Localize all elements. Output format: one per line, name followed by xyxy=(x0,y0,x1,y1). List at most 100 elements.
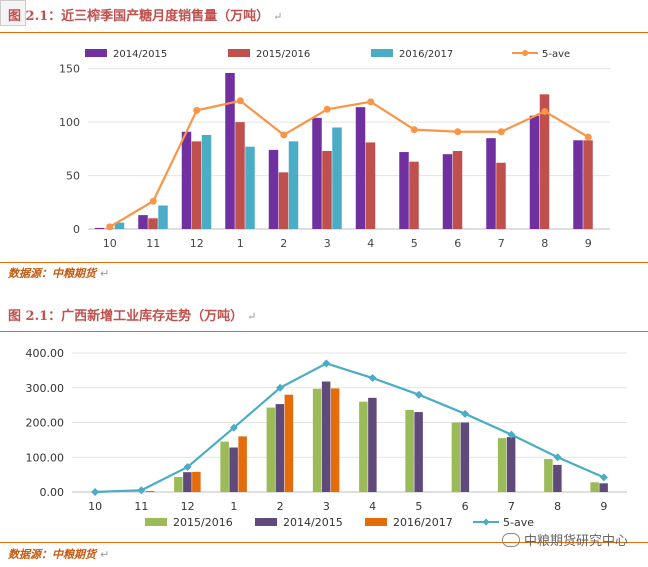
chart1-xtick-label: 10 xyxy=(103,237,117,250)
chart2-ytick-label: 200.00 xyxy=(26,417,65,430)
chart2-point-5-ave xyxy=(414,390,423,399)
chart2-line-5-ave xyxy=(95,362,605,494)
chart2-ytick-label: 0.00 xyxy=(40,486,65,499)
chart2-bar-2015-2016 xyxy=(359,401,368,492)
chart1-legend-swatch xyxy=(371,49,393,57)
chart1-point-5-ave xyxy=(323,105,331,113)
watermark: 中粮期货研究中心 xyxy=(501,530,628,549)
chart1-legend-label: 2015/2016 xyxy=(256,49,310,60)
chart2-bar-2015-2016 xyxy=(544,458,553,492)
chart2-xtick-label: 6 xyxy=(462,500,469,513)
chart2-bar-2014-2015 xyxy=(229,447,238,492)
chart2-xtick-label: 4 xyxy=(369,500,376,513)
chart1-xtick-label: 7 xyxy=(498,237,505,250)
chart1-ytick-label: 150 xyxy=(59,63,80,76)
chart2-bar-2016-2017 xyxy=(238,436,247,492)
chart2-bar-2014-2015 xyxy=(321,381,331,492)
chart2-xtick-label: 8 xyxy=(554,500,561,513)
chart2-bar-2014-2015 xyxy=(506,437,516,492)
chart2-legend-swatch-marker xyxy=(482,518,490,526)
chart2-point-5-ave xyxy=(368,374,377,383)
chart2-point-5-ave xyxy=(229,423,238,432)
chart1-bar-2015-2016 xyxy=(148,218,158,229)
chart1-legend-label: 2014/2015 xyxy=(113,49,167,60)
chart1-bar-2015-2016 xyxy=(583,140,593,229)
chart2-xtick-label: 1 xyxy=(230,500,237,513)
chart2-bar-2016-2017 xyxy=(145,490,155,492)
chart1-bar-2014-2015 xyxy=(355,107,366,229)
chart1-bar-2015-2016 xyxy=(365,142,376,229)
chart2-bar-2015-2016 xyxy=(220,441,229,492)
chart1-point-5-ave xyxy=(280,131,288,139)
chart2-bar-2015-2016 xyxy=(405,409,414,492)
chart2-xtick-label: 10 xyxy=(88,500,102,513)
chart1-point-5-ave xyxy=(584,133,592,141)
chart1-ytick-label: 50 xyxy=(66,170,80,183)
chart2-xtick-label: 7 xyxy=(508,500,515,513)
chart1-legend-swatch xyxy=(228,49,250,57)
chart1-legend-swatch-marker xyxy=(522,50,528,56)
chart2-legend-swatch xyxy=(255,518,277,526)
chart1-bar-2014-2015 xyxy=(225,72,235,230)
figure2-bottom-rule xyxy=(0,542,648,543)
figure1-bottom-rule xyxy=(0,262,648,263)
chart1-ytick-label: 100 xyxy=(59,116,80,129)
chart1-bar-2014-2015 xyxy=(181,131,192,229)
chart2-bar-2014-2015 xyxy=(183,472,192,492)
chart2-bar-2014-2015 xyxy=(275,404,285,492)
chart1-bar-2016-2017 xyxy=(114,222,125,229)
chart1-bar-2016-2017 xyxy=(245,146,255,229)
chart2-legend-label: 5-ave xyxy=(503,516,534,529)
chart2-ytick-label: 100.00 xyxy=(26,451,65,464)
chart1-bar-2014-2015 xyxy=(529,115,540,229)
chart2-xtick-label: 3 xyxy=(323,500,330,513)
chart1-xtick-label: 5 xyxy=(411,237,418,250)
chart1-bar-2016-2017 xyxy=(158,205,168,229)
chart1-bar-2016-2017 xyxy=(201,134,212,229)
chart2-xtick-label: 2 xyxy=(277,500,284,513)
chart2-point-5-ave xyxy=(599,473,608,482)
chart2-ytick-label: 400.00 xyxy=(26,347,65,360)
chart1-xtick-label: 8 xyxy=(541,237,548,250)
chart1-point-5-ave xyxy=(367,98,375,106)
chart1-point-5-ave xyxy=(193,106,201,114)
chart1-xtick-label: 12 xyxy=(190,237,204,250)
chart1-bar-2014-2015 xyxy=(399,152,409,229)
chart2-bar-2014-2015 xyxy=(368,397,377,492)
chart2-bar-2016-2017 xyxy=(330,388,340,492)
chart2-legend-swatch xyxy=(145,518,167,526)
chart2-ytick-label: 300.00 xyxy=(26,382,65,395)
chart2-legend-label: 2014/2015 xyxy=(283,516,343,529)
chart1-bar-2014-2015 xyxy=(312,117,322,229)
chart1-bar-2015-2016 xyxy=(539,94,550,230)
chart2-bar-2015-2016 xyxy=(590,482,599,492)
chart1-legend-label: 2016/2017 xyxy=(399,49,453,60)
chart2-point-5-ave xyxy=(553,453,562,462)
chart2-point-5-ave xyxy=(276,383,285,392)
chart2-point-5-ave xyxy=(322,359,331,368)
chart1-bar-2015-2016 xyxy=(496,162,506,229)
chart2-xtick-label: 11 xyxy=(134,500,148,513)
chart2-bar-2015-2016 xyxy=(497,438,507,492)
chart2-legend-swatch xyxy=(365,518,387,526)
chart1-legend-label: 5-ave xyxy=(542,49,570,60)
chart2-point-5-ave xyxy=(507,430,516,439)
chart1-bar-2015-2016 xyxy=(409,161,419,229)
chart2-legend-label: 2016/2017 xyxy=(393,516,453,529)
chart1-bar-2015-2016 xyxy=(322,150,332,229)
figure2-top-rule xyxy=(0,331,648,332)
figure2-source: 数据源：中粮期货 ↵ xyxy=(8,548,110,561)
chart2-bar-2015-2016 xyxy=(266,407,276,492)
chart1-bar-2014-2015 xyxy=(486,138,496,229)
figure1-source: 数据源：中粮期货 ↵ xyxy=(8,267,110,280)
chart1-ytick-label: 0 xyxy=(73,223,80,236)
chart2-bar-2014-2015 xyxy=(553,464,562,492)
chart2-point-5-ave xyxy=(91,488,100,496)
chart2-bar-2016-2017 xyxy=(192,471,201,492)
chart1-point-5-ave xyxy=(497,128,505,136)
chart1-bar-2014-2015 xyxy=(442,154,453,229)
document-corner-marker xyxy=(0,0,26,26)
figure1-title: 图 2.1：近三榨季国产糖月度销售量（万吨） ↵ xyxy=(8,9,283,24)
chart2-xtick-label: 9 xyxy=(600,500,607,513)
chart1-xtick-label: 11 xyxy=(146,237,160,250)
